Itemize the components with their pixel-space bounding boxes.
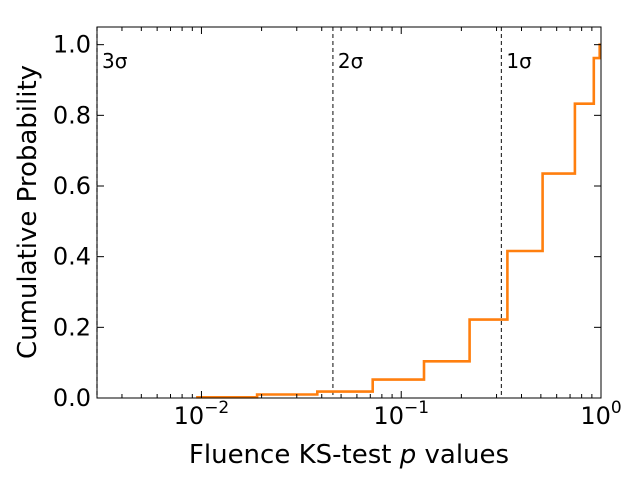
y-tick-label: 0.0 (53, 384, 91, 412)
x-tick-label: 10−2 (174, 398, 230, 430)
sigma-label: 3σ (102, 49, 128, 73)
plot-area: 3σ 2σ 1σ 10−2 10−1 100 0.0 0.2 0.4 0.6 0.8 1.0 (53, 26, 622, 430)
x-tick-label: 100 (580, 398, 621, 430)
y-tick-label: 0.6 (53, 172, 91, 200)
y-tick-label: 0.8 (53, 101, 91, 129)
sigma-label: 1σ (506, 49, 532, 73)
y-axis-label: Cumulative Probability (13, 65, 43, 359)
cdf-step-line (196, 43, 601, 399)
y-tick-label: 0.2 (53, 313, 91, 341)
sigma-label: 2σ (338, 49, 364, 73)
plot-frame (96, 26, 602, 399)
y-tick-label: 0.4 (53, 243, 91, 271)
x-axis-label: Fluence KS-test p values (189, 440, 509, 470)
x-tick-label: 10−1 (373, 398, 429, 430)
y-tick-label: 1.0 (53, 31, 91, 59)
